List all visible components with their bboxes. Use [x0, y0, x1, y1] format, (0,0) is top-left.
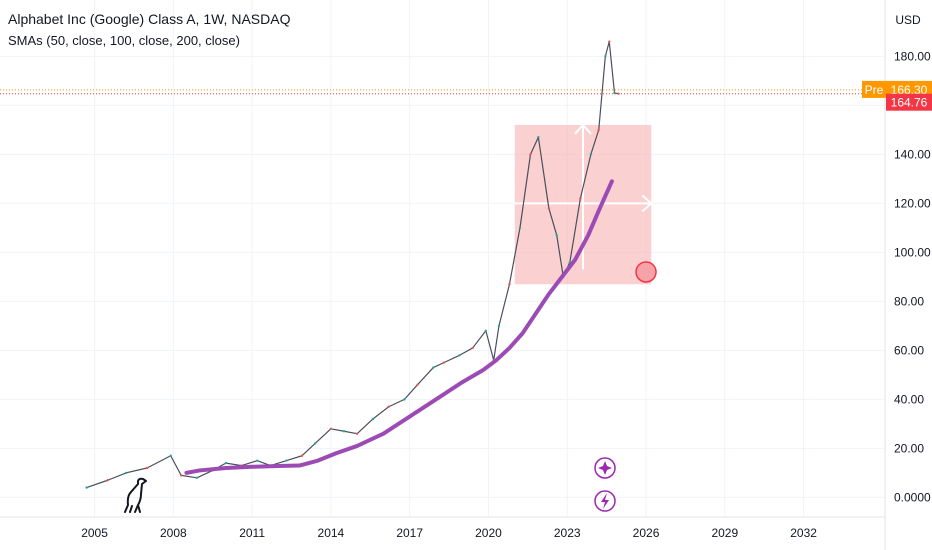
- price-point: [508, 283, 511, 286]
- price-point: [617, 92, 620, 95]
- chart-title[interactable]: Alphabet Inc (Google) Class A, 1W, NASDA…: [8, 11, 291, 27]
- arrow-up-head: [574, 123, 592, 135]
- price-point: [518, 226, 522, 230]
- price-point: [285, 459, 288, 462]
- pre-tag-label: Pre: [865, 83, 884, 97]
- time-tick-label: 2011: [239, 526, 265, 540]
- price-point: [329, 427, 333, 430]
- price-point: [497, 324, 501, 328]
- price-tick-label: 120.00: [894, 196, 931, 210]
- price-tick-label: 140.00: [894, 147, 931, 161]
- price-tick-label: 60.00: [894, 343, 924, 357]
- price-point: [387, 405, 390, 408]
- price-tick-label: 20.00: [894, 441, 924, 455]
- price-point: [529, 153, 532, 156]
- price-point: [355, 432, 359, 435]
- price-tick-label: 40.00: [894, 392, 924, 406]
- price-point: [300, 454, 304, 457]
- price-point: [589, 153, 593, 156]
- currency-label[interactable]: USD: [895, 13, 921, 27]
- time-tick-label: 2014: [318, 526, 345, 540]
- price-point: [145, 466, 149, 470]
- pre-tag-box[interactable]: [862, 80, 886, 98]
- pre-price-box[interactable]: [886, 80, 932, 98]
- price-tick-label: 100.00: [894, 245, 931, 259]
- price-point: [124, 471, 128, 475]
- price-point: [471, 346, 474, 350]
- price-point: [195, 476, 199, 479]
- last-price-label: 164.76: [891, 96, 928, 110]
- chart-axes: [0, 0, 886, 550]
- price-point: [537, 136, 540, 139]
- chart-plot: [85, 40, 620, 489]
- price-point: [169, 454, 172, 457]
- price-tick-label: 80.00: [894, 294, 924, 308]
- time-tick-label: 2008: [160, 526, 187, 540]
- price-tick-label: 0.0000: [894, 490, 931, 504]
- arrow-right-head: [641, 194, 653, 213]
- price-tick-label: 180.00: [894, 49, 931, 63]
- price-point: [371, 417, 375, 421]
- sma-line[interactable]: [184, 179, 614, 475]
- price-point: [547, 207, 551, 210]
- time-axis[interactable]: 2005 2008 2011 2014 2017 2020 2023 2026 2029 2032: [81, 526, 817, 540]
- price-point: [442, 361, 446, 364]
- last-price-box[interactable]: [886, 93, 932, 111]
- price-point: [484, 329, 488, 332]
- time-tick-label: 2005: [81, 526, 108, 540]
- price-point: [342, 430, 346, 433]
- indicator-legend[interactable]: SMAs (50, close, 100, close, 200, close): [8, 33, 240, 48]
- price-point: [85, 486, 88, 489]
- price-point: [416, 383, 419, 386]
- target-circle[interactable]: [635, 261, 657, 283]
- price-point: [180, 474, 183, 477]
- price-point: [555, 234, 558, 237]
- price-point: [224, 461, 228, 465]
- price-point: [604, 55, 607, 58]
- time-tick-label: 2032: [790, 526, 817, 540]
- chart-annotations: [0, 89, 885, 285]
- price-point: [106, 479, 109, 482]
- price-point: [613, 91, 616, 95]
- price-point: [579, 197, 582, 200]
- price-point: [432, 366, 435, 369]
- lightning-glyph: [601, 493, 609, 509]
- price-point: [608, 40, 611, 43]
- price-point: [313, 442, 317, 445]
- time-tick-label: 2020: [475, 526, 502, 540]
- sparkle-glyph: [598, 461, 612, 475]
- price-point: [597, 128, 600, 132]
- chart-header: Alphabet Inc (Google) Class A, 1W, NASDA…: [8, 10, 290, 50]
- price-point: [458, 354, 461, 357]
- chart-grid: [0, 0, 885, 517]
- time-tick-label: 2023: [554, 526, 581, 540]
- time-tick-label: 2017: [396, 526, 423, 540]
- price-point: [256, 459, 259, 462]
- price-point: [403, 398, 406, 401]
- time-tick-label: 2029: [711, 526, 738, 540]
- dino-logo-icon[interactable]: [124, 477, 147, 513]
- pre-price-label: 166.30: [891, 83, 928, 97]
- time-tick-label: 2026: [633, 526, 660, 540]
- chart-icons: [124, 457, 616, 513]
